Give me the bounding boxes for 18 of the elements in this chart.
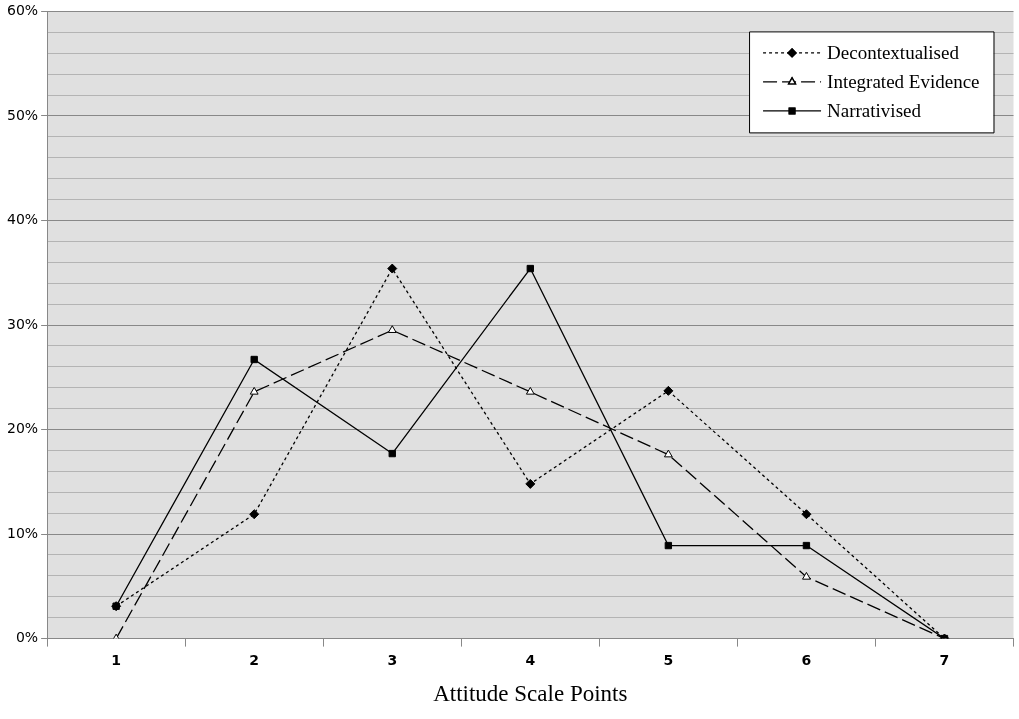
y-tick-label: 40% [6,211,39,228]
x-tick-label: 5 [663,651,674,668]
y-tick-label: 60% [6,2,39,19]
y-tick-label: 0% [15,629,39,646]
legend-label: Integrated Evidence [827,70,980,92]
y-tick-label: 50% [6,106,39,123]
x-tick-label: 6 [801,651,812,668]
legend-label: Decontextualised [827,41,960,63]
x-tick-label: 4 [525,651,536,668]
x-tick-label: 3 [387,651,398,668]
legend-label: Narrativised [827,99,922,121]
x-tick-label: 2 [249,651,260,668]
x-tick-label: 7 [939,651,950,668]
x-tick-label: 1 [111,651,122,668]
y-tick-label: 10% [6,524,39,541]
y-tick-label: 20% [6,420,39,437]
y-tick-label: 30% [6,315,39,332]
x-axis-title: Attitude Scale Points [433,681,628,707]
